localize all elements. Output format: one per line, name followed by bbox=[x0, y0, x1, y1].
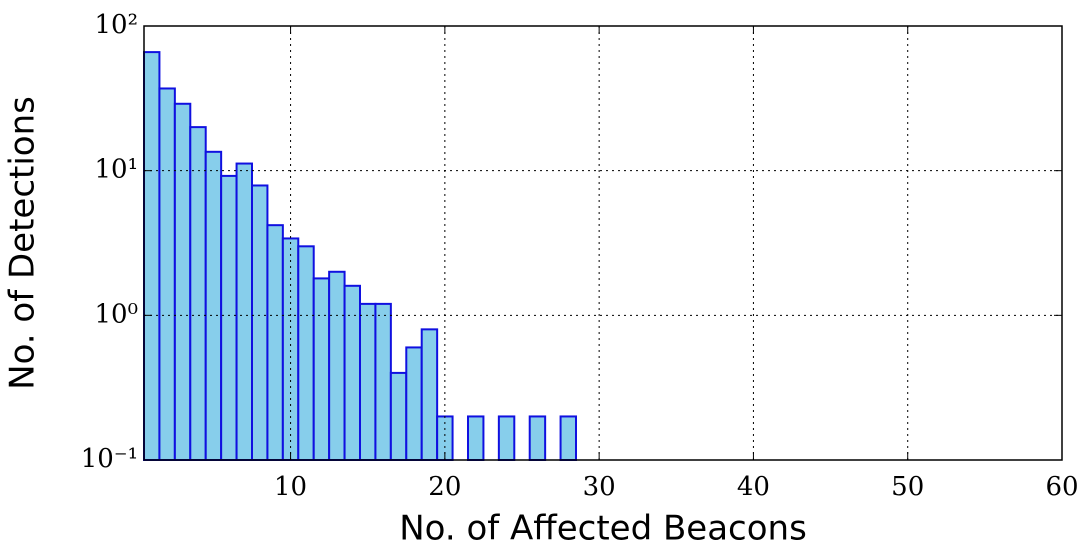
x-axis-label: No. of Affected Beacons bbox=[399, 509, 807, 549]
bar bbox=[559, 415, 577, 461]
x-tick-label: 40 bbox=[737, 472, 770, 502]
bar bbox=[343, 284, 362, 462]
bar bbox=[359, 302, 377, 461]
y-tick-label: 10¹ bbox=[94, 155, 138, 185]
bar bbox=[189, 126, 207, 461]
bar bbox=[374, 302, 392, 461]
bar bbox=[143, 51, 161, 461]
bar bbox=[173, 102, 192, 461]
bar bbox=[204, 150, 223, 462]
bar bbox=[389, 371, 408, 461]
bar bbox=[405, 346, 423, 462]
x-tick-label: 60 bbox=[1045, 472, 1078, 502]
y-axis-label: No. of Detections bbox=[3, 96, 43, 390]
bar bbox=[328, 270, 346, 461]
bar bbox=[497, 415, 516, 461]
bar bbox=[467, 415, 485, 461]
bar bbox=[235, 162, 253, 462]
x-tick-label: 50 bbox=[891, 472, 924, 502]
bar bbox=[251, 184, 269, 461]
bar bbox=[266, 224, 284, 461]
y-tick-label: 10² bbox=[94, 10, 138, 40]
bar bbox=[297, 245, 315, 461]
x-tick-label: 10 bbox=[274, 472, 307, 502]
bar bbox=[158, 87, 176, 461]
plot-frame bbox=[143, 25, 1063, 461]
y-tick-label: 10⁰ bbox=[94, 299, 138, 329]
bar bbox=[420, 328, 439, 462]
bar bbox=[281, 237, 300, 461]
bar bbox=[220, 174, 238, 461]
x-tick-label: 30 bbox=[583, 472, 616, 502]
y-tick-label: 10⁻¹ bbox=[81, 444, 138, 474]
bar bbox=[528, 415, 547, 461]
bar bbox=[312, 277, 331, 461]
x-tick-label: 20 bbox=[428, 472, 461, 502]
